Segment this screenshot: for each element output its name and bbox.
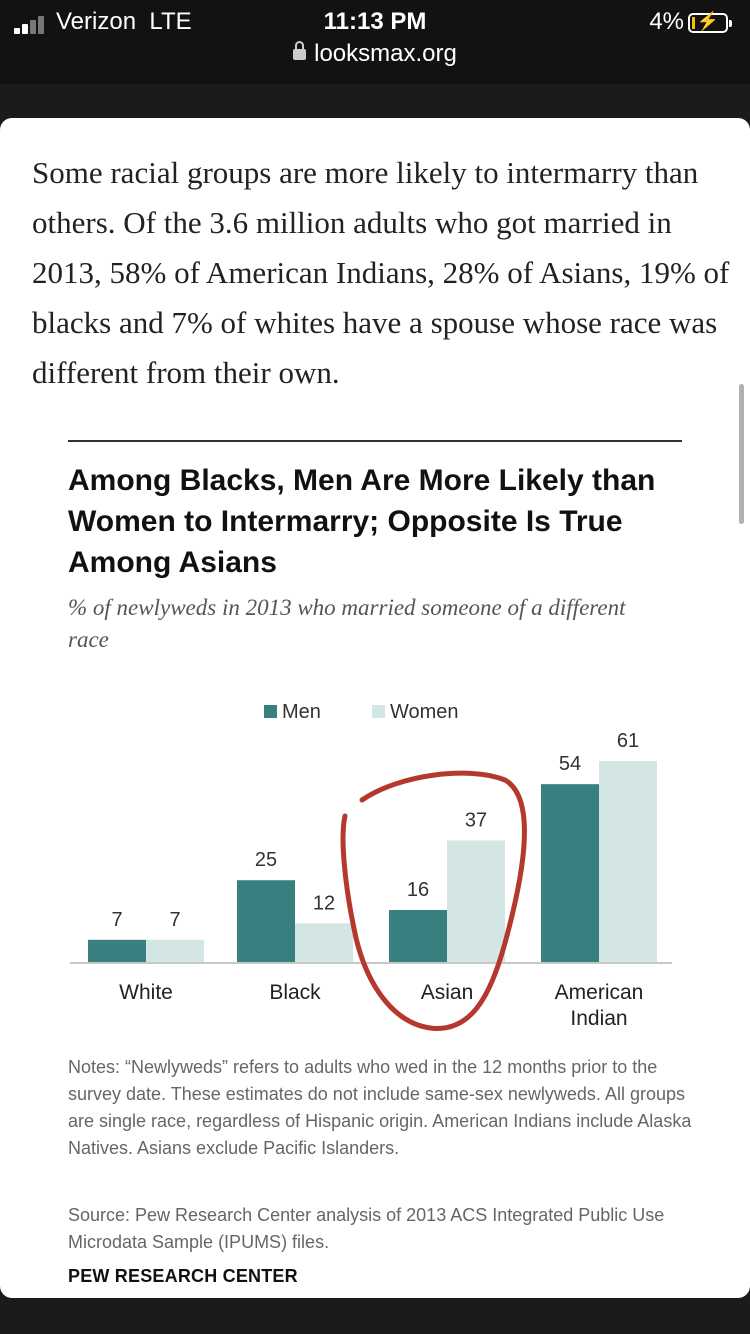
legend-label-women: Women (390, 701, 459, 723)
data-label-women-1: 12 (313, 892, 335, 914)
address-bar[interactable]: looksmax.org (0, 40, 750, 68)
chart-source: Source: Pew Research Center analysis of … (68, 1205, 665, 1252)
bar-women-0 (146, 939, 204, 963)
category-label-3-1: Indian (570, 1007, 627, 1030)
lock-icon (293, 41, 307, 60)
battery-percentage: 4% (649, 8, 684, 35)
category-label-1: Black (269, 981, 321, 1004)
url-text: looksmax.org (314, 40, 457, 67)
data-label-men-3: 54 (559, 753, 581, 775)
bar-men-1 (237, 880, 295, 963)
chart-top-rule (68, 440, 682, 442)
legend-swatch-women (372, 705, 385, 718)
article-paragraph: Some racial groups are more likely to in… (32, 155, 730, 390)
pew-research-logo: PEW RESEARCH CENTER (68, 1266, 298, 1286)
scrollbar-thumb[interactable] (739, 384, 744, 524)
carrier-label: Verizon LTE (56, 8, 192, 36)
data-label-men-2: 16 (407, 879, 429, 901)
bar-chart: Men Women 7 7 White 25 12 Black 16 37 Asian 54 61 Ame… (70, 701, 672, 1031)
bar-women-3 (599, 761, 657, 963)
signal-strength-icon (14, 16, 48, 34)
data-label-women-2: 37 (465, 809, 487, 831)
category-label-0: White (119, 981, 173, 1004)
status-bar: Verizon LTE 11:13 PM 4% ⚡ looksmax.org (0, 0, 750, 84)
bar-men-3 (541, 784, 599, 963)
legend-label-men: Men (282, 701, 321, 723)
data-label-men-1: 25 (255, 849, 277, 871)
chart-title: Among Blacks, Men Are More Likely than W… (68, 464, 656, 579)
data-label-women-3: 61 (617, 730, 639, 752)
data-label-women-0: 7 (169, 909, 180, 931)
legend-swatch-men (264, 705, 277, 718)
network-type: LTE (149, 8, 192, 35)
carrier-name: Verizon (56, 8, 137, 35)
annotation-circle-asian (340, 770, 527, 1031)
category-label-3-0: American (555, 981, 644, 1004)
clock: 11:13 PM (323, 8, 427, 35)
article-card: Some racial groups are more likely to in… (0, 118, 750, 1298)
bar-women-1 (295, 923, 353, 963)
bar-men-0 (88, 939, 146, 963)
chart-subtitle: % of newlyweds in 2013 who married someo… (68, 595, 626, 652)
chart-notes: Notes: “Newlyweds” refers to adults who … (68, 1057, 692, 1158)
data-label-men-0: 7 (111, 909, 122, 931)
bar-men-2 (389, 910, 447, 963)
bar-women-2 (447, 840, 505, 963)
battery-charging-icon: ⚡ (688, 11, 732, 33)
category-label-2: Asian (421, 981, 474, 1004)
